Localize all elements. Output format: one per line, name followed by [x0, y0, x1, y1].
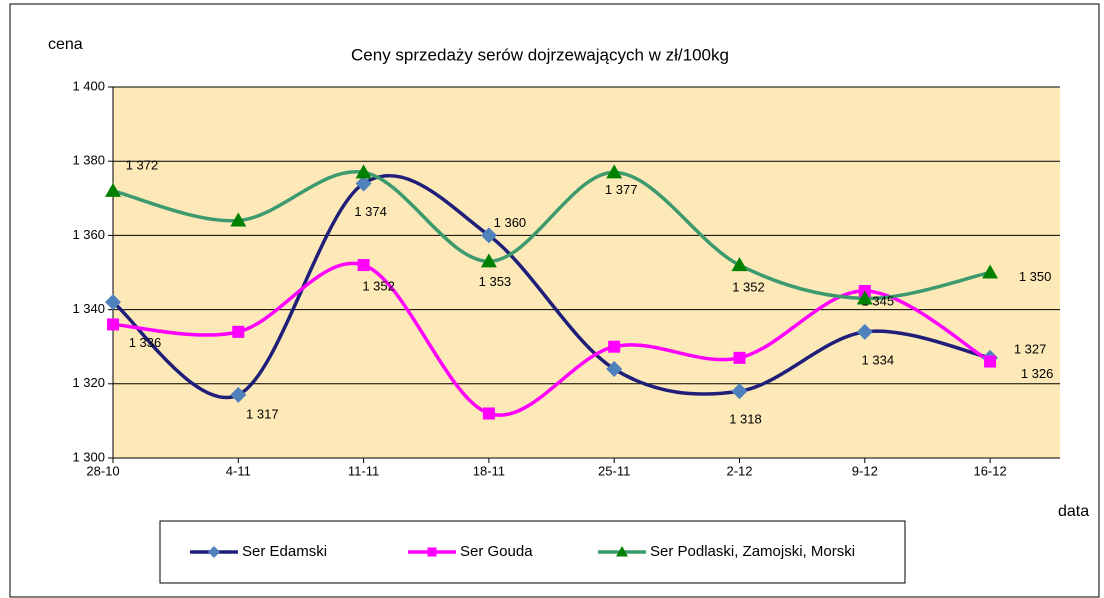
- series-line: [111, 174, 991, 400]
- marker: [982, 264, 999, 279]
- series-line: [112, 261, 991, 417]
- data-label: 1 372: [126, 157, 159, 172]
- marker: [733, 351, 746, 364]
- y-tick-label: 1 340: [72, 301, 105, 316]
- data-label: 1 374: [354, 204, 387, 219]
- marker: [107, 318, 119, 331]
- marker: [984, 355, 997, 368]
- data-label: 1 377: [605, 182, 638, 197]
- data-label: 1 350: [1019, 269, 1052, 284]
- marker: [230, 212, 247, 227]
- x-axis-label: data: [1058, 503, 1089, 520]
- x-tick-label: 4-11: [226, 463, 251, 478]
- y-tick-label: 1 300: [72, 449, 105, 464]
- marker: [208, 546, 220, 558]
- marker: [230, 386, 247, 403]
- marker: [357, 259, 370, 272]
- y-tick-label: 1 360: [72, 227, 105, 242]
- x-tick-label: 2-12: [726, 463, 752, 478]
- data-label: 1 318: [729, 412, 762, 427]
- data-label: 1 352: [362, 279, 395, 294]
- legend-label: Ser Gouda: [460, 543, 533, 560]
- legend-label: Ser Edamski: [242, 543, 327, 560]
- data-label: 1 336: [129, 335, 162, 350]
- x-tick-label: 9-12: [852, 463, 878, 478]
- x-tick-label: 16-12: [973, 463, 1006, 478]
- data-label: 1 353: [479, 274, 512, 289]
- x-tick-label: 18-11: [473, 463, 505, 478]
- marker: [480, 253, 497, 268]
- legend-box: [159, 520, 906, 584]
- series-line: [112, 170, 991, 301]
- legend-label: Ser Podlaski, Zamojski, Morski: [650, 543, 855, 560]
- data-label: 1 360: [494, 215, 527, 230]
- marker: [731, 257, 748, 272]
- x-tick-label: 25-11: [598, 463, 630, 478]
- y-tick-label: 1 320: [72, 375, 105, 390]
- data-label: 1 334: [862, 352, 895, 367]
- marker: [232, 325, 245, 338]
- data-label: 1 327: [1014, 341, 1047, 356]
- marker: [427, 547, 437, 557]
- marker: [105, 294, 121, 311]
- marker: [480, 227, 497, 244]
- marker: [355, 175, 372, 192]
- data-label: 1 317: [246, 406, 279, 421]
- marker: [606, 360, 623, 377]
- marker: [856, 323, 873, 340]
- data-label: 1 352: [732, 280, 765, 295]
- marker: [482, 407, 495, 420]
- marker: [731, 383, 748, 400]
- marker: [608, 340, 621, 353]
- chart-title: Ceny sprzedaży serów dojrzewających w zł…: [351, 45, 729, 64]
- marker: [355, 164, 372, 179]
- plot-area: [113, 87, 1060, 458]
- x-tick-label: 28-10: [86, 463, 119, 478]
- marker: [856, 290, 873, 305]
- marker: [105, 182, 121, 197]
- marker: [606, 164, 623, 179]
- data-label: 1 345: [862, 293, 895, 308]
- data-label: 1 326: [1021, 366, 1054, 381]
- y-tick-label: 1 400: [72, 78, 105, 93]
- x-tick-label: 11-11: [348, 463, 379, 478]
- y-axis-label: cena: [48, 36, 83, 53]
- marker: [616, 546, 628, 557]
- y-tick-label: 1 380: [72, 153, 105, 168]
